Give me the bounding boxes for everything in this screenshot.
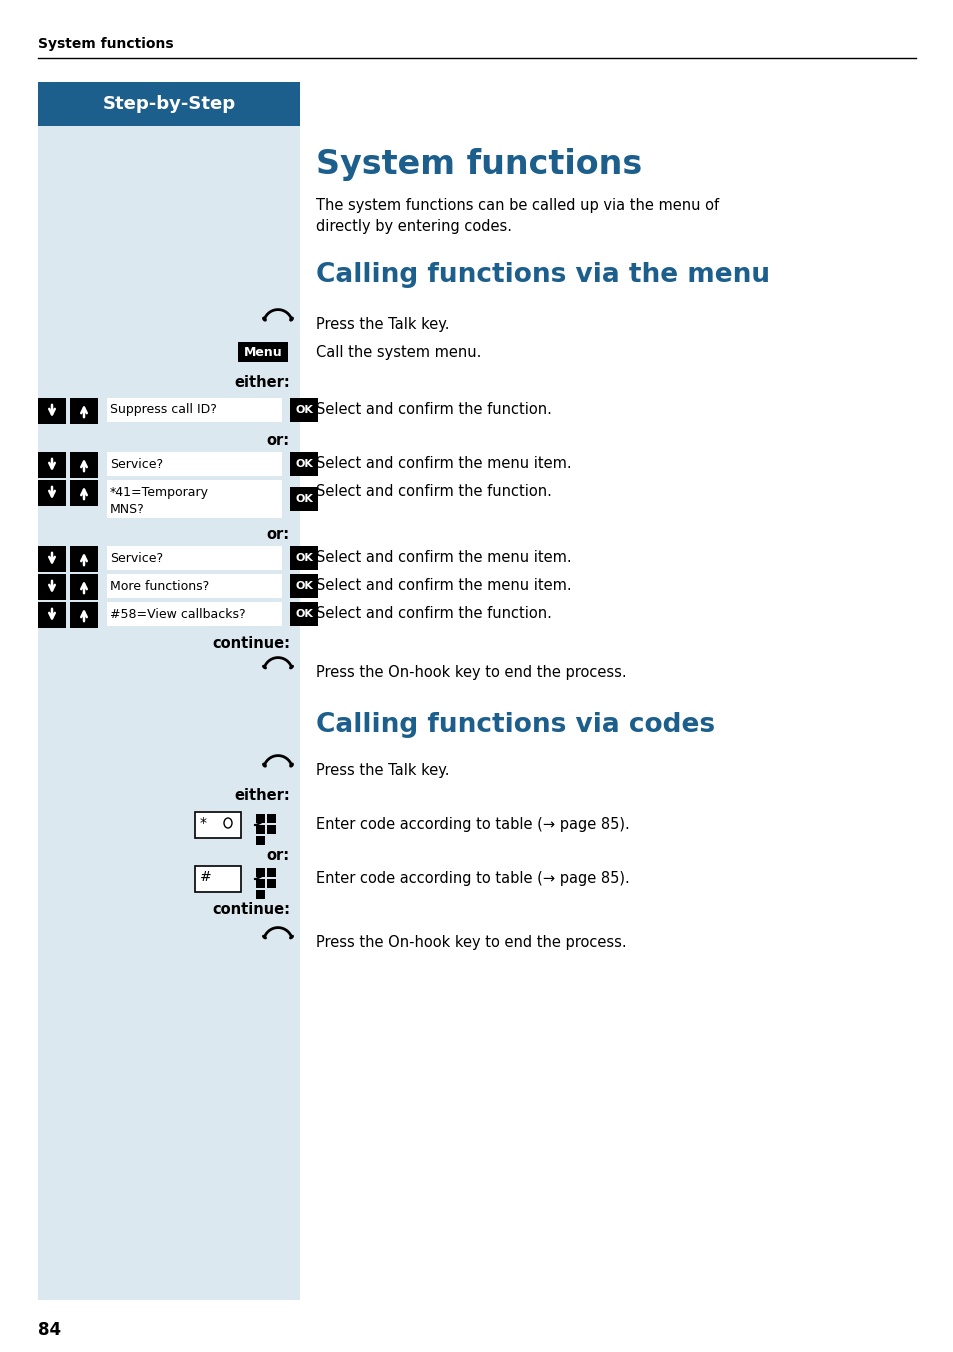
Text: Calling functions via codes: Calling functions via codes bbox=[315, 713, 715, 738]
Text: OK: OK bbox=[294, 458, 313, 469]
FancyBboxPatch shape bbox=[290, 546, 317, 571]
Text: Suppress call ID?: Suppress call ID? bbox=[110, 403, 216, 416]
FancyBboxPatch shape bbox=[38, 546, 66, 572]
FancyBboxPatch shape bbox=[38, 397, 66, 425]
Text: or:: or: bbox=[267, 848, 290, 863]
FancyBboxPatch shape bbox=[290, 452, 317, 476]
FancyBboxPatch shape bbox=[290, 487, 317, 511]
FancyBboxPatch shape bbox=[255, 890, 265, 899]
Text: OK: OK bbox=[294, 581, 313, 591]
Text: Press the On-hook key to end the process.: Press the On-hook key to end the process… bbox=[315, 664, 626, 680]
FancyBboxPatch shape bbox=[194, 867, 241, 892]
Text: Service?: Service? bbox=[110, 552, 163, 565]
Text: #: # bbox=[200, 869, 212, 884]
FancyBboxPatch shape bbox=[194, 813, 241, 838]
Text: continue:: continue: bbox=[212, 902, 290, 917]
Text: or:: or: bbox=[267, 433, 290, 448]
FancyBboxPatch shape bbox=[38, 480, 66, 506]
FancyBboxPatch shape bbox=[38, 575, 66, 600]
FancyBboxPatch shape bbox=[237, 342, 288, 362]
Ellipse shape bbox=[262, 934, 267, 940]
Text: #58=View callbacks?: #58=View callbacks? bbox=[110, 607, 245, 621]
Text: Select and confirm the function.: Select and confirm the function. bbox=[315, 484, 551, 499]
FancyBboxPatch shape bbox=[107, 575, 282, 598]
FancyBboxPatch shape bbox=[107, 546, 282, 571]
FancyBboxPatch shape bbox=[70, 546, 98, 572]
FancyBboxPatch shape bbox=[267, 879, 275, 888]
FancyBboxPatch shape bbox=[38, 602, 66, 627]
Text: OK: OK bbox=[294, 406, 313, 415]
Text: or:: or: bbox=[267, 527, 290, 542]
Text: Select and confirm the function.: Select and confirm the function. bbox=[315, 403, 551, 418]
FancyBboxPatch shape bbox=[70, 575, 98, 600]
FancyBboxPatch shape bbox=[107, 602, 282, 626]
Text: OK: OK bbox=[294, 493, 313, 504]
Text: Enter code according to table (→ page 85).: Enter code according to table (→ page 85… bbox=[315, 818, 629, 833]
Text: Step-by-Step: Step-by-Step bbox=[102, 95, 235, 114]
Text: Select and confirm the menu item.: Select and confirm the menu item. bbox=[315, 579, 571, 594]
Text: either:: either: bbox=[234, 788, 290, 803]
FancyBboxPatch shape bbox=[70, 397, 98, 425]
Text: 84: 84 bbox=[38, 1321, 61, 1338]
FancyBboxPatch shape bbox=[255, 814, 265, 823]
Ellipse shape bbox=[262, 665, 267, 669]
FancyBboxPatch shape bbox=[70, 452, 98, 479]
Text: continue:: continue: bbox=[212, 635, 290, 652]
FancyBboxPatch shape bbox=[38, 82, 299, 1301]
Text: Press the Talk key.: Press the Talk key. bbox=[315, 763, 449, 777]
FancyBboxPatch shape bbox=[107, 480, 282, 518]
Text: *41=Temporary
MNS?: *41=Temporary MNS? bbox=[110, 485, 209, 516]
FancyBboxPatch shape bbox=[267, 814, 275, 823]
FancyBboxPatch shape bbox=[255, 879, 265, 888]
FancyBboxPatch shape bbox=[255, 836, 265, 845]
Ellipse shape bbox=[289, 934, 294, 940]
Text: Select and confirm the menu item.: Select and confirm the menu item. bbox=[315, 550, 571, 565]
Text: Enter code according to table (→ page 85).: Enter code according to table (→ page 85… bbox=[315, 872, 629, 887]
FancyBboxPatch shape bbox=[255, 825, 265, 834]
Text: Press the Talk key.: Press the Talk key. bbox=[315, 316, 449, 331]
Text: Press the On-hook key to end the process.: Press the On-hook key to end the process… bbox=[315, 934, 626, 949]
Text: Calling functions via the menu: Calling functions via the menu bbox=[315, 262, 769, 288]
Text: System functions: System functions bbox=[315, 147, 641, 181]
FancyBboxPatch shape bbox=[107, 397, 282, 422]
Text: either:: either: bbox=[234, 375, 290, 389]
Ellipse shape bbox=[289, 316, 294, 322]
Ellipse shape bbox=[289, 763, 294, 768]
Text: Service?: Service? bbox=[110, 457, 163, 470]
FancyBboxPatch shape bbox=[290, 602, 317, 626]
Text: Call the system menu.: Call the system menu. bbox=[315, 345, 481, 360]
FancyBboxPatch shape bbox=[38, 452, 66, 479]
Ellipse shape bbox=[262, 316, 267, 322]
Text: Select and confirm the function.: Select and confirm the function. bbox=[315, 607, 551, 622]
Ellipse shape bbox=[262, 763, 267, 768]
FancyBboxPatch shape bbox=[70, 480, 98, 506]
FancyBboxPatch shape bbox=[107, 452, 282, 476]
FancyBboxPatch shape bbox=[290, 397, 317, 422]
Ellipse shape bbox=[289, 665, 294, 669]
FancyBboxPatch shape bbox=[267, 825, 275, 834]
Text: Menu: Menu bbox=[243, 346, 282, 358]
Text: OK: OK bbox=[294, 608, 313, 619]
Text: *: * bbox=[200, 817, 207, 830]
Text: The system functions can be called up via the menu of
directly by entering codes: The system functions can be called up vi… bbox=[315, 197, 719, 234]
FancyBboxPatch shape bbox=[38, 82, 299, 126]
Text: System functions: System functions bbox=[38, 37, 173, 51]
FancyBboxPatch shape bbox=[255, 868, 265, 877]
FancyBboxPatch shape bbox=[70, 602, 98, 627]
FancyBboxPatch shape bbox=[290, 575, 317, 598]
Text: More functions?: More functions? bbox=[110, 580, 209, 592]
FancyBboxPatch shape bbox=[267, 868, 275, 877]
Text: Select and confirm the menu item.: Select and confirm the menu item. bbox=[315, 457, 571, 472]
Text: OK: OK bbox=[294, 553, 313, 562]
